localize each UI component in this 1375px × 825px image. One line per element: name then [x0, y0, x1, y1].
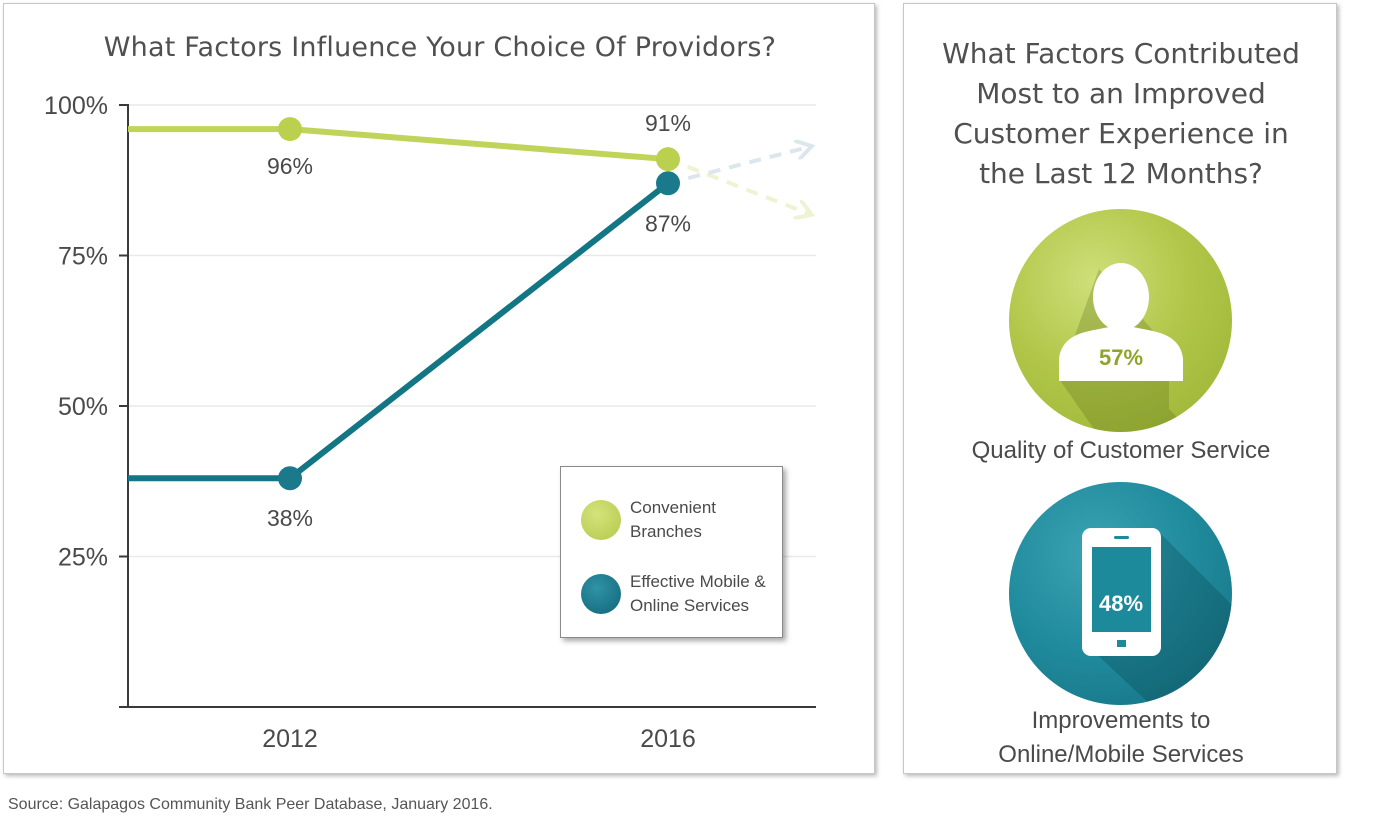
- data-point-convenient-branches: [278, 117, 302, 142]
- data-label-mobile-online: 87%: [645, 210, 691, 236]
- panel-title-line: Customer Experience in: [953, 117, 1289, 150]
- data-point-convenient-branches: [656, 147, 680, 172]
- series-line-mobile-online: [128, 180, 670, 482]
- chart-legend: Convenient Branches Effective Mobile & O…: [560, 466, 783, 638]
- panel-title-line: What Factors Contributed: [942, 37, 1300, 70]
- data-point-mobile-online: [278, 466, 302, 491]
- source-note: Source: Galapagos Community Bank Peer Da…: [8, 796, 493, 813]
- smartphone-icon: [1082, 528, 1232, 705]
- legend-label-line-1: Convenient: [630, 498, 717, 517]
- data-label-convenient-branches: 91%: [645, 110, 691, 136]
- customer-service-value: 57%: [1098, 345, 1144, 370]
- legend-label: Convenient Branches: [630, 496, 780, 544]
- line-chart: 100% 75% 50% 25% 96% 91% 38% 87% 2012 2016: [44, 92, 816, 753]
- data-label-convenient-branches: 96%: [267, 153, 313, 179]
- trend-arrow-convenient-branches: [667, 157, 808, 213]
- caption-line: Improvements to: [1031, 707, 1211, 734]
- panel-title-line: the Last 12 Months?: [979, 157, 1263, 190]
- chart-title: What Factors Influence Your Choice Of Pr…: [103, 32, 777, 63]
- customer-service-caption: Quality of Customer Service: [904, 434, 1338, 468]
- series-points: [278, 117, 680, 491]
- series-lines: [128, 126, 670, 482]
- legend-label: Effective Mobile & Online Services: [630, 570, 780, 618]
- legend-label-line-2: Online Services: [630, 596, 750, 615]
- legend-swatch-green: [581, 500, 621, 540]
- mobile-services-value: 48%: [1098, 591, 1144, 616]
- panel-title: What Factors Contributed Most to an Impr…: [904, 34, 1338, 194]
- y-tick-label: 50%: [58, 393, 108, 421]
- legend-label-line-2: Branches: [630, 522, 702, 541]
- data-point-mobile-online: [656, 171, 680, 196]
- data-labels: 96% 91% 38% 87%: [267, 110, 691, 531]
- data-label-mobile-online: 38%: [267, 505, 313, 531]
- contributing-factors-panel: What Factors Contributed Most to an Impr…: [903, 3, 1337, 774]
- x-tick-label-2016: 2016: [640, 725, 696, 753]
- y-tick-label: 25%: [58, 544, 108, 572]
- series-line-convenient-branches: [128, 126, 669, 163]
- y-tick-label: 100%: [44, 92, 108, 120]
- mobile-services-caption: Improvements to Online/Mobile Services: [904, 704, 1338, 772]
- line-chart-panel: What Factors Influence Your Choice Of Pr…: [3, 3, 875, 774]
- caption-line: Quality of Customer Service: [971, 437, 1271, 464]
- legend-swatch-teal: [581, 574, 621, 614]
- mobile-services-circle: 48%: [1009, 482, 1232, 705]
- panel-title-line: Most to an Improved: [976, 77, 1266, 110]
- y-tick-label: 75%: [58, 243, 108, 271]
- x-tick-label-2012: 2012: [262, 725, 318, 753]
- customer-service-circle: 57%: [1009, 209, 1232, 432]
- y-axis-ticks: 100% 75% 50% 25%: [44, 92, 108, 572]
- trend-arrow-mobile-online: [667, 147, 808, 186]
- trend-arrows: [667, 147, 808, 213]
- person-silhouette-icon: [1059, 263, 1192, 432]
- caption-line: Online/Mobile Services: [998, 741, 1244, 768]
- legend-label-line-1: Effective Mobile &: [630, 572, 766, 591]
